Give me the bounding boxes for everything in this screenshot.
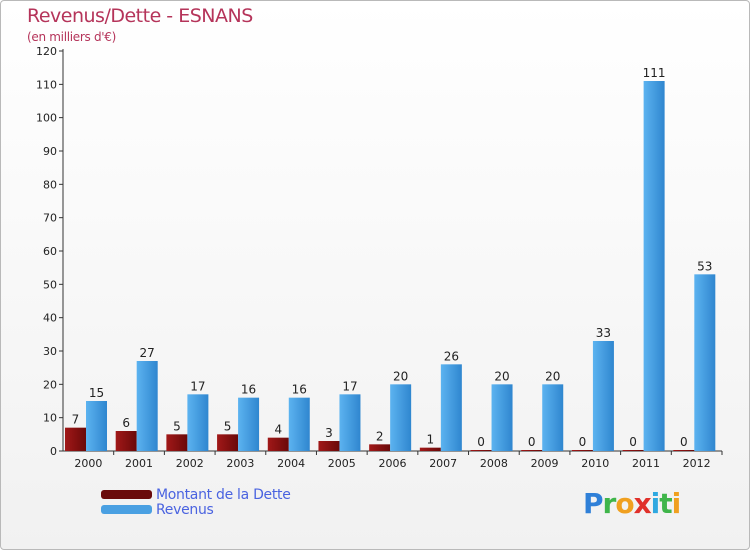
y-tick-label: 0 [50,445,57,458]
data-label-revenus: 17 [190,379,205,393]
bar-revenus [288,397,310,451]
y-tick-label: 10 [43,412,57,425]
bar-dette [673,450,695,451]
data-label-dette: 2 [376,429,384,443]
bar-dette [419,447,441,451]
data-label-revenus: 53 [697,259,712,273]
y-tick-label: 20 [43,378,57,391]
data-label-revenus: 26 [444,349,459,363]
legend-swatch-revenus [101,505,152,514]
bar-revenus [238,397,260,451]
x-tick-label: 2007 [429,457,457,470]
y-tick-label: 120 [36,45,57,58]
logo-letter: i [650,487,661,520]
bar-dette [622,450,644,451]
bar-revenus [440,364,462,451]
data-label-dette: 6 [122,416,130,430]
logo-letter: P [583,487,604,520]
x-tick-label: 2003 [226,457,254,470]
x-tick-label: 2004 [277,457,305,470]
data-label-revenus: 15 [89,386,104,400]
legend-label-dette: Montant de la Dette [156,487,291,503]
bar-dette [571,450,593,451]
proxiti-logo: Proxiti [583,487,682,520]
data-label-revenus: 20 [393,369,408,383]
bar-revenus [136,361,158,451]
bar-revenus [339,394,361,451]
x-tick-label: 2000 [74,457,102,470]
y-tick-label: 50 [43,278,57,291]
chart-title: Revenus/Dette - ESNANS [27,5,253,27]
data-label-dette: 1 [427,433,435,447]
bar-dette [65,427,86,451]
logo-letter: t [659,487,672,520]
bar-revenus [542,384,564,451]
data-label-revenus: 20 [545,369,560,383]
data-label-dette: 5 [224,419,232,433]
y-tick-label: 40 [43,312,57,325]
legend-swatch-dette [101,490,152,499]
x-tick-label: 2012 [683,457,711,470]
bar-dette [217,434,239,451]
data-label-dette: 7 [72,413,80,427]
data-label-dette: 0 [629,435,637,449]
x-tick-label: 2010 [581,457,609,470]
data-label-revenus: 17 [342,379,357,393]
bar-revenus [491,384,513,451]
bar-dette [470,450,492,451]
x-tick-label: 2008 [480,457,508,470]
logo-letter: o [615,487,634,520]
data-label-dette: 0 [477,435,485,449]
logo-letter: i [671,487,682,520]
x-tick-label: 2006 [379,457,407,470]
bar-dette [369,444,391,451]
y-tick-label: 30 [43,345,57,358]
x-tick-label: 2001 [125,457,153,470]
bar-revenus [694,274,716,451]
logo-letter: x [633,487,652,520]
x-tick-label: 2009 [531,457,559,470]
y-tick-label: 100 [36,112,57,125]
data-label-dette: 4 [274,423,282,437]
y-tick-label: 80 [43,178,57,191]
bar-dette [166,434,188,451]
bar-dette [115,431,137,451]
bar-revenus [187,394,209,451]
bar-revenus [643,81,665,451]
data-label-revenus: 20 [494,369,509,383]
bar-dette [267,437,289,451]
bar-revenus [592,341,614,451]
bar-dette [318,441,340,451]
bar-dette [521,450,543,451]
data-label-revenus: 27 [140,346,155,360]
data-label-dette: 5 [173,419,181,433]
data-label-revenus: 33 [596,326,611,340]
data-label-revenus: 111 [643,66,666,80]
logo-letter: r [602,487,617,520]
y-tick-label: 60 [43,245,57,258]
data-label-dette: 3 [325,426,333,440]
x-tick-label: 2011 [632,457,660,470]
data-label-dette: 0 [528,435,536,449]
chart-subtitle: (en milliers d'€) [27,30,117,44]
x-tick-label: 2002 [176,457,204,470]
y-tick-label: 90 [43,145,57,158]
legend-label-revenus: Revenus [156,502,214,518]
bar-revenus [390,384,412,451]
bar-revenus [86,401,107,451]
data-label-dette: 0 [680,435,688,449]
x-tick-label: 2005 [328,457,356,470]
y-tick-label: 70 [43,212,57,225]
data-label-revenus: 16 [241,383,256,397]
y-tick-label: 110 [36,78,57,91]
data-label-revenus: 16 [292,383,307,397]
data-label-dette: 0 [579,435,587,449]
